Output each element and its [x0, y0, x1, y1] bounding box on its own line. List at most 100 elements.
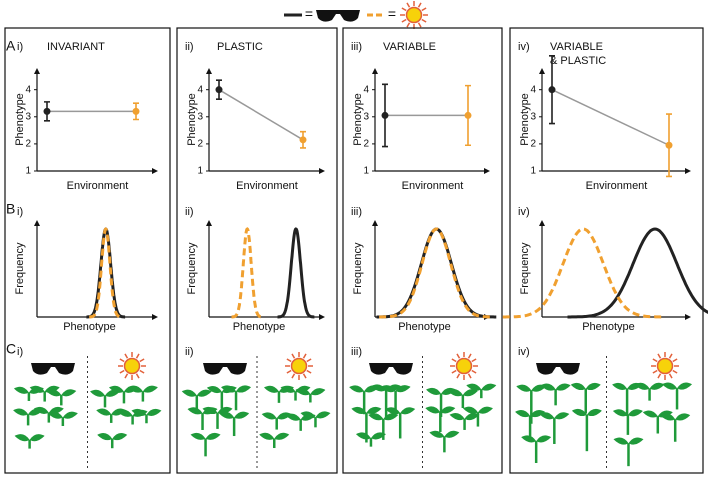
panel-title: PLASTIC — [217, 41, 263, 53]
leaf — [570, 382, 586, 391]
sun-ray — [668, 353, 673, 359]
leaf — [586, 408, 602, 417]
leaf — [351, 406, 367, 415]
sun-ray — [451, 358, 457, 363]
leaf — [627, 409, 643, 417]
leaf — [366, 406, 382, 415]
leaf — [385, 407, 401, 415]
sun-ray — [306, 358, 312, 363]
connector — [551, 89, 670, 146]
y-tick-label: 1 — [197, 166, 203, 177]
sun-ray — [286, 358, 292, 363]
sun-ray — [471, 358, 477, 363]
seedling — [613, 437, 644, 467]
y-arrow — [539, 220, 545, 226]
leaf — [466, 383, 482, 391]
y-arrow — [206, 220, 212, 226]
panel-numeral: i) — [17, 41, 23, 53]
sun-disc — [290, 357, 308, 375]
leaf — [117, 409, 133, 417]
sun-icon — [118, 352, 146, 380]
leaf — [217, 406, 233, 415]
leaf — [612, 382, 628, 390]
leaf — [47, 411, 63, 419]
sun-ray — [456, 373, 461, 379]
y-tick-label: 4 — [197, 84, 203, 95]
row-label: B — [6, 201, 15, 217]
leaf — [187, 407, 203, 415]
leaf — [97, 433, 113, 441]
x-arrow — [152, 168, 158, 174]
leaf — [444, 430, 460, 438]
row-label: C — [6, 341, 16, 357]
seedling — [261, 412, 292, 430]
seedling — [466, 383, 497, 399]
seedling — [14, 434, 45, 449]
leaf — [662, 382, 678, 390]
panel-numeral: ii) — [185, 346, 194, 358]
seedling — [190, 432, 221, 457]
y-tick-label: 4 — [25, 84, 31, 95]
leaf — [127, 385, 143, 393]
sun-icon — [400, 1, 428, 29]
leaf — [90, 389, 106, 397]
sun-ray — [124, 353, 129, 359]
distribution-curve — [231, 227, 264, 319]
x-axis-label: Environment — [402, 180, 464, 192]
point — [43, 107, 51, 115]
leaf — [540, 383, 556, 391]
leaf — [530, 410, 546, 418]
leaf — [368, 413, 384, 421]
panel-frame — [342, 27, 503, 474]
x-axis-label: Phenotype — [398, 321, 451, 333]
seedling — [429, 430, 460, 453]
leaf — [274, 432, 290, 440]
y-tick-label: 3 — [530, 111, 536, 122]
sun-ray — [652, 369, 658, 374]
sun-ray — [456, 353, 461, 359]
glasses-icon — [536, 363, 580, 375]
point — [381, 111, 389, 119]
seedling — [634, 382, 665, 401]
x-axis-label: Environment — [67, 180, 129, 192]
leaf — [395, 385, 411, 393]
y-arrow — [34, 68, 40, 74]
leaf — [462, 406, 478, 414]
sun-ray — [467, 353, 472, 359]
sun-ray — [306, 369, 312, 374]
sun-icon — [285, 352, 313, 380]
sun-ray — [139, 369, 145, 374]
distribution-curve — [86, 227, 126, 319]
glasses-icon — [369, 363, 413, 375]
sun-ray — [406, 2, 411, 8]
point — [299, 136, 307, 144]
x-arrow — [319, 314, 325, 320]
leaf — [280, 385, 296, 393]
seedling — [447, 389, 478, 409]
distribution-curve — [379, 227, 494, 319]
seedling — [571, 408, 602, 452]
panel-title: & PLASTIC — [550, 55, 606, 67]
y-axis-label: Frequency — [186, 242, 198, 294]
y-axis-label: Phenotype — [14, 93, 26, 146]
distribution-curve — [567, 227, 708, 319]
seedling — [660, 413, 691, 442]
leaf — [515, 410, 531, 418]
seedling — [521, 435, 552, 464]
y-axis-label: Frequency — [352, 242, 364, 294]
leaf — [190, 432, 206, 440]
seedling — [662, 382, 693, 410]
seedling — [131, 408, 162, 424]
leaf — [206, 385, 222, 394]
leaf — [202, 406, 218, 415]
y-arrow — [372, 220, 378, 226]
leaf — [196, 389, 212, 397]
panel-numeral: iv) — [518, 41, 530, 53]
seedling — [425, 406, 456, 432]
sun-ray — [124, 373, 129, 379]
leaf — [315, 411, 331, 419]
sun-ray — [652, 358, 658, 363]
sun-ray — [139, 358, 145, 363]
panel-title: INVARIANT — [47, 41, 105, 53]
